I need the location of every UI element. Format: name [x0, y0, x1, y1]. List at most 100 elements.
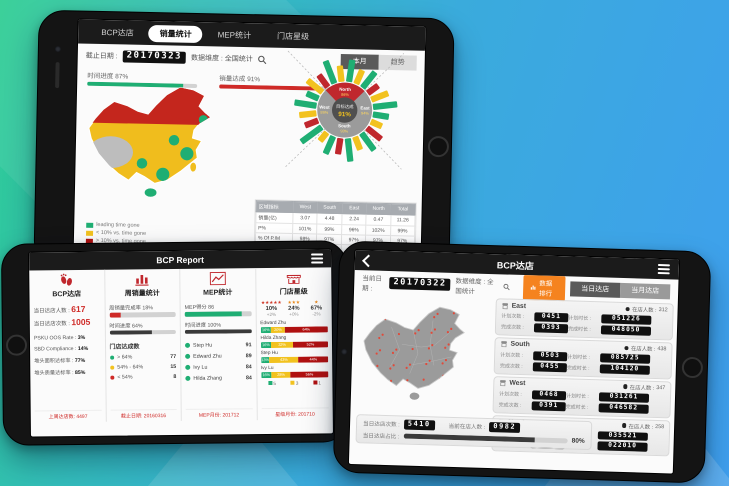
- phone-left: BCP Report BCP达店 当日达店人数 : 617: [0, 240, 350, 446]
- radial-center-label: 目标达成: [336, 103, 354, 110]
- phone-right-right-bezel: [674, 259, 710, 476]
- tab-mep-stats[interactable]: MEP统计: [217, 29, 252, 40]
- black-dot-icon: [624, 345, 629, 351]
- filter-row: 截止日期 : 20170323 数据维度 : 全国统计 本月 趋势: [78, 44, 425, 75]
- speaker-slot: [55, 62, 60, 89]
- toggle-daily-visits[interactable]: 当日达店: [569, 280, 621, 298]
- region-name: South: [510, 340, 530, 349]
- hainan-island: [409, 392, 420, 400]
- report-columns: BCP达店 当日达店人数 : 617 当日达店次数 : 1005 PSKU OO…: [29, 267, 333, 423]
- phone-left-left-bezel: [2, 252, 30, 438]
- metric-psku: PSKU OOS Rate : 3%: [33, 334, 86, 341]
- star-summary: ★★★★★ 10% +2% ★★★ 24% +0% ★ 67% -2%: [260, 299, 328, 317]
- red-dot-icon: [109, 375, 115, 380]
- legend-swatch-green: [86, 222, 94, 228]
- person-score-row: Edward Zhu 89: [185, 353, 252, 360]
- home-button[interactable]: [681, 356, 704, 379]
- home-button[interactable]: [5, 334, 28, 356]
- rank-bars-icon: [530, 285, 536, 290]
- taiwan-island: [190, 162, 197, 172]
- green-dot-icon: [185, 353, 191, 359]
- column-title: 门店星级: [279, 288, 308, 296]
- china-store-map[interactable]: [356, 298, 511, 414]
- tab-sales-stats[interactable]: 销量统计: [148, 24, 203, 43]
- legend-label-green: leading time gone: [96, 221, 140, 229]
- visit-period-toggle: 当日达店 当月达店: [569, 280, 671, 299]
- daily-visits-odometer: 5410: [403, 419, 435, 431]
- quadrant-east-label: East: [360, 105, 370, 110]
- region-card-east[interactable]: East 在店人数 :312 计划次数 :0451 计划时长 :051226 完成…: [494, 298, 674, 341]
- column-title: 周销量统计: [124, 290, 160, 298]
- china-choropleth-map[interactable]: [81, 78, 268, 214]
- report-title: BCP Report: [156, 254, 204, 266]
- store-achievement-subtitle: 门店达成数: [109, 344, 140, 351]
- phone-top-right-bezel: [421, 26, 453, 267]
- menu-icon[interactable]: [657, 262, 670, 276]
- bar-chart-icon: [109, 272, 176, 288]
- visit-ratio-label: 当日达店占比 :: [362, 432, 400, 441]
- person-name: Hilda Zhang: [260, 335, 287, 342]
- star-bar-legend: 5 3 1: [261, 380, 329, 386]
- legend-swatch-yellow: [86, 230, 94, 236]
- rating-distribution-bar: 16% 32% 52%: [260, 341, 329, 349]
- quadrant-north-value: 86%: [341, 93, 349, 97]
- toggle-monthly-visits[interactable]: 当月达店: [619, 282, 671, 299]
- dimension-label: 数据维度 : 全国统计: [190, 54, 253, 64]
- achievement-high: > 64% 77: [109, 354, 176, 361]
- rating-distribution-bar: 16% 28% 56%: [260, 371, 329, 379]
- search-icon[interactable]: [503, 282, 511, 291]
- radial-target-chart[interactable]: North 86% East 94% South 93% West 89% 目标…: [274, 46, 415, 175]
- menu-icon[interactable]: [311, 251, 324, 265]
- date-odometer[interactable]: 20170323: [122, 50, 187, 64]
- quadrant-west-value: 89%: [320, 111, 328, 115]
- person-score-row: Ivy Lu 84: [185, 364, 252, 371]
- quadrant-west-label: West: [319, 105, 330, 110]
- visitors-stat: 当日达店人数 : 617: [33, 303, 86, 314]
- store-icon: [499, 380, 506, 387]
- column-footer: MEP月份: 201712: [185, 408, 253, 419]
- weekly-completion-bar: 周销量完成率 18%: [109, 303, 176, 318]
- visits-stat: 当日达店次数 : 1005: [33, 316, 91, 327]
- region-card-west[interactable]: West 在店人数 :347 计划次数 :0468 计划时长 :031261 完成…: [492, 375, 672, 418]
- north-quadrant: [325, 82, 365, 111]
- phone-top-screen: BCP达店 销量统计 MEP统计 门店星级 截止日期 : 20170323 数据…: [72, 18, 427, 266]
- phone-top: BCP达店 销量统计 MEP统计 门店星级 截止日期 : 20170323 数据…: [33, 9, 455, 275]
- achievement-mid: 54% - 64% 15: [109, 364, 176, 371]
- quadrant-east-value: 94%: [361, 112, 369, 116]
- green-dot-icon: [184, 342, 191, 348]
- phone-right-screen: BCP达店 当前日期 : 20170322 数据维度 : 全国统计 数据排行: [347, 248, 681, 475]
- visit-ratio-value: 80%: [571, 437, 585, 446]
- tab-bcp-visits[interactable]: BCP达店: [101, 27, 134, 38]
- radial-center-value: 91%: [338, 111, 351, 118]
- date-label: 截止日期 :: [85, 52, 118, 61]
- camera-dot: [54, 46, 61, 53]
- visit-ratio-bar: [403, 433, 568, 444]
- home-button[interactable]: [427, 135, 449, 158]
- radial-chart-spokes: [294, 59, 398, 162]
- region-name: West: [509, 379, 526, 388]
- column-store-rating: 门店星级 ★★★★★ 10% +2% ★★★ 24% +0% ★ 67% -2% Edwar…: [256, 267, 333, 420]
- column-title: MEP统计: [203, 289, 233, 297]
- column-footer: 星级月份: 201710: [261, 407, 329, 419]
- person-score-row: Hilda Zhang 84: [185, 375, 252, 382]
- rank-button[interactable]: 数据排行: [523, 274, 566, 301]
- column-bcp-visits: BCP达店 当日达店人数 : 617 当日达店次数 : 1005 PSKU OO…: [29, 269, 107, 423]
- green-dot-icon: [185, 364, 191, 370]
- date-odometer[interactable]: 20170322: [389, 277, 451, 291]
- metric-display-quality: 堆头质量达标率 : 85%: [34, 369, 86, 376]
- metric-display-area: 堆头面积达标率 : 77%: [34, 357, 86, 364]
- column-mep-stats: MEP统计 MEP得分 86 时间进度 100% Step Hu 91 Edwar…: [180, 268, 258, 421]
- line-chart-icon: [184, 271, 251, 287]
- column-footer: 截止日期: 20160316: [110, 408, 177, 420]
- region-card-south[interactable]: South 在店人数 :438 计划次数 :0503 计划时长 :085725 完…: [493, 337, 673, 380]
- region-name: East: [511, 302, 527, 310]
- black-dot-icon: [622, 423, 627, 428]
- person-name: Step Hu: [260, 350, 278, 357]
- tab-store-rating[interactable]: 门店星级: [276, 31, 310, 41]
- detail-filter-row: 当前日期 : 20170322 数据维度 : 全国统计 数据排行 当日达店 当月…: [354, 270, 679, 304]
- mep-score-bar: MEP得分 86: [185, 302, 252, 317]
- metric-sbd: SBD Compliance : 14%: [34, 345, 89, 352]
- column-footer: 上周达店数: 4497: [34, 409, 102, 421]
- search-icon[interactable]: [258, 55, 267, 64]
